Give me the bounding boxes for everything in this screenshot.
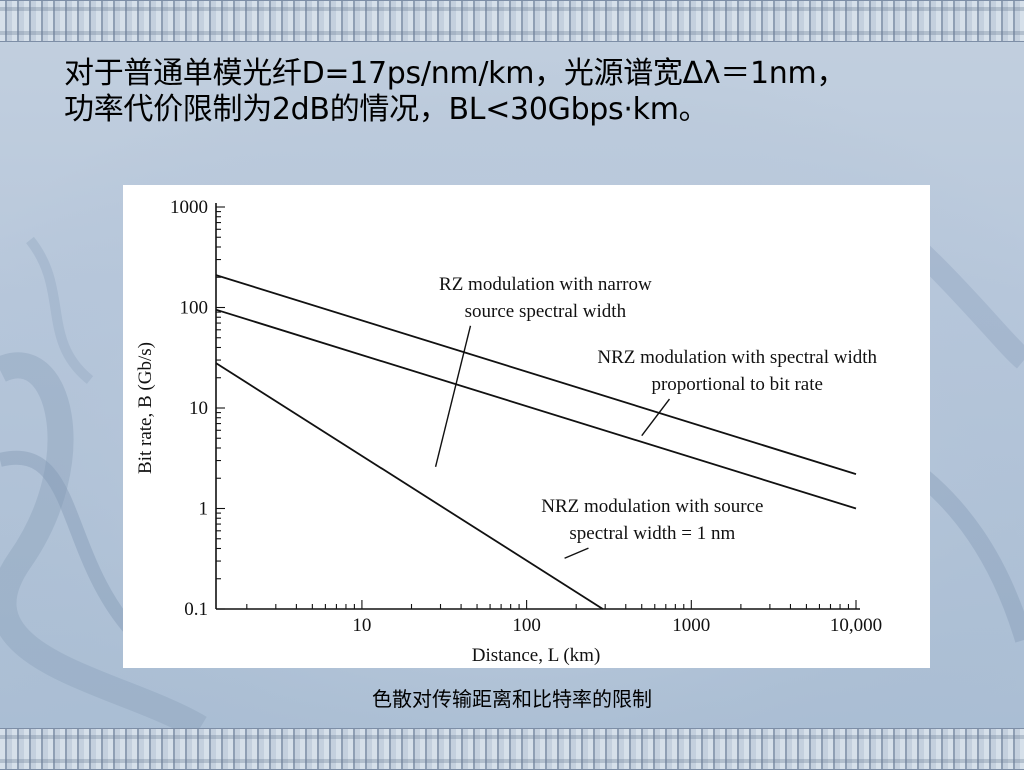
y-tick-label: 1 [199, 499, 209, 520]
annotation-3-line-1: NRZ modulation with source [541, 496, 763, 517]
annotation-2-line-2: proportional to bit rate [651, 374, 822, 395]
heading-line-2: 功率代价限制为2dB的情况，BL<30Gbps·km。 [64, 92, 709, 127]
y-axis-label: Bit rate, B (Gb/s) [135, 342, 156, 474]
series-line-3 [215, 362, 604, 610]
series-lines [215, 274, 857, 610]
annotation-3-line-2: spectral width = 1 nm [569, 523, 735, 544]
chart-panel: 10 100 1000 10,000 0.1 1 10 100 1000 RZ modulati… [123, 185, 930, 668]
annotation-1-leader [434, 325, 472, 467]
annotation-2-leader [641, 398, 671, 437]
x-axis-label: Distance, L (km) [472, 645, 601, 666]
slide-heading: 对于普通单模光纤D=17ps/nm/km，光源谱宽Δλ＝1nm， 功率代价限制为… [64, 56, 1004, 128]
figure-caption: 色散对传输距离和比特率的限制 [372, 687, 652, 711]
series-line-2 [215, 308, 857, 510]
chart-axes [215, 203, 860, 610]
annotation-3-leader [564, 547, 589, 559]
x-tick-label: 1000 [672, 615, 710, 636]
heading-line-1: 对于普通单模光纤D=17ps/nm/km，光源谱宽Δλ＝1nm， [64, 56, 847, 91]
bit-rate-vs-distance-chart: 10 100 1000 10,000 0.1 1 10 100 1000 RZ modulati… [135, 197, 882, 666]
series-line-1 [215, 274, 857, 475]
annotation-2-line-1: NRZ modulation with spectral width [597, 347, 877, 368]
annotation-1-line-1: RZ modulation with narrow [439, 274, 652, 295]
y-tick-label: 0.1 [184, 599, 208, 620]
x-tick-label: 10 [352, 615, 371, 636]
y-tick-label: 1000 [170, 197, 208, 218]
annotation-1-line-2: source spectral width [465, 301, 627, 322]
y-tick-label: 10 [189, 398, 208, 419]
x-tick-label: 10,000 [830, 615, 882, 636]
annotations: RZ modulation with narrow source spectral… [434, 274, 878, 559]
tick-labels: 10 100 1000 10,000 0.1 1 10 100 1000 [170, 197, 882, 636]
bottom-decorative-border [0, 728, 1024, 770]
x-tick-label: 100 [512, 615, 541, 636]
y-tick-label: 100 [180, 298, 209, 319]
top-decorative-border [0, 0, 1024, 42]
minor-ticks [216, 206, 857, 610]
